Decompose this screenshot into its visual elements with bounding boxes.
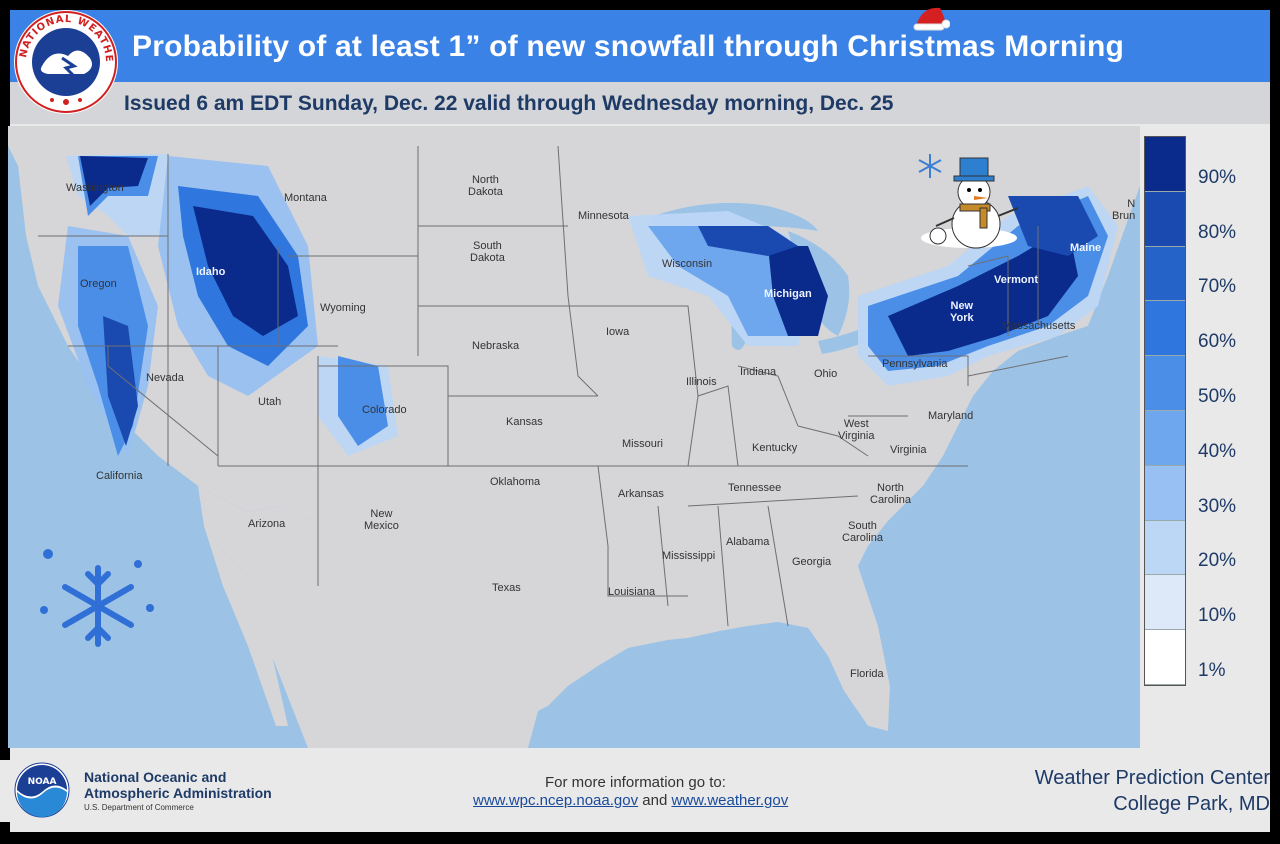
state-label-arizona: Arizona — [248, 518, 286, 530]
legend-swatch — [1145, 630, 1185, 685]
noaa-department: U.S. Department of Commerce — [84, 803, 194, 812]
weather-gov-link[interactable]: www.weather.gov — [671, 792, 789, 809]
legend-label: 70% — [1198, 276, 1237, 298]
noaa-logo-icon: NOAA — [14, 762, 70, 818]
state-label-montana: Montana — [284, 192, 327, 204]
noaa-name-line1: National Oceanic and — [84, 769, 227, 785]
info-links: www.wpc.ncep.noaa.gov and www.weather.go… — [473, 792, 788, 809]
state-label-minnesota: Minnesota — [578, 210, 629, 222]
state-borders — [38, 145, 1069, 627]
state-label-ohio: Ohio — [814, 368, 838, 380]
snowfall-probability-map: Washington Oregon California Idaho Nevad… — [8, 126, 1140, 748]
state-label-louisiana: Louisiana — [608, 586, 656, 598]
state-label-tennessee: Tennessee — [728, 482, 782, 494]
state-label-wisconsin: Wisconsin — [662, 258, 713, 270]
legend-swatch — [1145, 465, 1185, 521]
state-label-pennsylvania: Pennsylvania — [882, 358, 948, 370]
state-label-utah: Utah — [258, 396, 282, 408]
legend-label: 40% — [1198, 440, 1237, 462]
footer-bar — [0, 760, 1260, 822]
wpc-name: Weather Prediction Center — [1034, 767, 1270, 789]
state-label-wyoming: Wyoming — [320, 302, 366, 314]
nws-logo-icon: NATIONAL WEATHER SERVICE — [12, 8, 118, 114]
legend-swatch — [1145, 246, 1185, 302]
page-title: Probability of at least 1” of new snowfa… — [132, 30, 1125, 63]
state-label-maine: Maine — [1070, 242, 1102, 254]
legend-label: 20% — [1198, 550, 1237, 572]
gulf-and-atlantic — [538, 186, 1140, 748]
state-label-south-dakota: South Dakota — [470, 240, 505, 264]
legend-label: 50% — [1198, 386, 1237, 407]
legend-swatch — [1145, 191, 1185, 247]
state-label-virginia: Virginia — [890, 444, 927, 456]
santa-hat-icon — [913, 7, 950, 31]
link-joiner: and — [642, 792, 668, 809]
legend-swatch — [1145, 137, 1185, 192]
probability-legend — [1144, 136, 1186, 686]
legend-swatch — [1145, 575, 1185, 631]
state-label-mississippi: Mississippi — [662, 550, 716, 562]
state-label-oregon: Oregon — [80, 278, 117, 290]
mexico-land — [198, 486, 538, 748]
snowflake-icon — [40, 549, 154, 647]
state-label-washington: Washington — [66, 182, 124, 194]
state-label-alabama: Alabama — [726, 536, 770, 548]
state-label-oklahoma: Oklahoma — [490, 476, 541, 488]
state-label-colorado: Colorado — [362, 404, 407, 416]
snow-probability-high — [80, 156, 1098, 446]
subtitle-bar — [10, 82, 1270, 124]
legend-label: 60% — [1198, 331, 1237, 353]
wpc-link[interactable]: www.wpc.ncep.noaa.gov — [473, 792, 639, 809]
state-label-vermont: Vermont — [994, 274, 1039, 286]
legend-label: 90% — [1198, 166, 1237, 188]
state-label-new-mexico: New Mexico — [364, 508, 399, 532]
legend-label: 1% — [1198, 660, 1226, 681]
state-label-nevada: Nevada — [146, 372, 184, 384]
state-label-west-virginia: West Virginia — [838, 418, 875, 442]
state-label-california: California — [96, 470, 143, 482]
wpc-location: College Park, MD — [1113, 793, 1270, 815]
state-label-iowa: Iowa — [606, 326, 630, 338]
legend-label: 10% — [1198, 605, 1237, 627]
state-label-indiana: Indiana — [740, 366, 777, 378]
snowman-icon — [918, 154, 1019, 249]
title-bar — [10, 10, 1270, 82]
state-label-nebraska: Nebraska — [472, 340, 520, 352]
state-label-arkansas: Arkansas — [618, 488, 664, 500]
state-label-new-york: New York — [950, 300, 974, 324]
region-label-new-brunswick: N Brun — [1112, 198, 1136, 222]
legend-swatch — [1145, 301, 1185, 357]
state-label-georgia: Georgia — [792, 556, 832, 568]
noaa-logo-text: NOAA — [28, 777, 57, 787]
state-label-north-carolina: North Carolina — [870, 482, 911, 506]
state-label-maryland: Maryland — [928, 410, 974, 422]
state-label-massachusetts: Massachusetts — [1002, 320, 1076, 332]
state-label-missouri: Missouri — [622, 438, 663, 450]
state-label-florida: Florida — [850, 668, 884, 680]
state-label-texas: Texas — [492, 582, 521, 594]
legend-label: 30% — [1198, 495, 1237, 517]
state-label-illinois: Illinois — [686, 376, 717, 388]
state-label-kansas: Kansas — [506, 416, 543, 428]
legend-swatch — [1145, 520, 1185, 576]
state-label-michigan: Michigan — [764, 288, 812, 300]
legend-swatch — [1145, 410, 1185, 466]
baja-peninsula — [198, 486, 288, 726]
legend-swatch — [1145, 356, 1185, 411]
state-label-south-carolina: South Carolina — [842, 520, 883, 544]
state-label-kentucky: Kentucky — [752, 442, 798, 454]
legend-label: 80% — [1198, 221, 1237, 243]
small-snowflake-icon — [918, 154, 942, 178]
state-label-idaho: Idaho — [196, 266, 226, 278]
noaa-name-line2: Atmospheric Administration — [84, 785, 272, 801]
info-heading: For more information go to: — [545, 774, 726, 791]
page-subtitle: Issued 6 am EDT Sunday, Dec. 22 valid th… — [124, 92, 894, 115]
state-label-north-dakota: North Dakota — [468, 174, 503, 198]
